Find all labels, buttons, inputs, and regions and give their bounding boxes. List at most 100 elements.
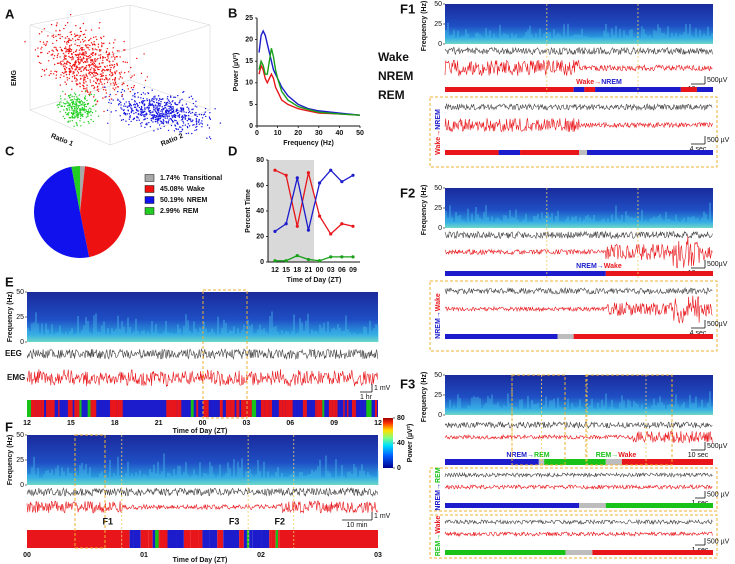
scatter-cloud-dot xyxy=(138,102,141,104)
scatter-cloud-dot xyxy=(113,67,115,69)
scatter-cloud-dot xyxy=(53,63,56,66)
spectrogram-texture xyxy=(323,322,325,342)
scatter-cloud-dot xyxy=(71,107,73,110)
spectrogram-texture xyxy=(297,332,299,342)
trace-label: EMG xyxy=(7,373,25,382)
series-point xyxy=(284,222,288,226)
scatter-cloud-dot xyxy=(187,114,190,117)
scatter-cloud-dot xyxy=(144,115,146,118)
hypnogram-segment xyxy=(49,400,55,417)
scatter-cloud-dot xyxy=(44,74,46,76)
scatter-cloud-dot xyxy=(159,117,162,120)
spectrogram-texture xyxy=(205,328,207,342)
spectrogram-texture xyxy=(181,475,183,485)
scatter-cloud-dot xyxy=(134,95,136,97)
spectrogram-texture xyxy=(447,22,449,44)
spectrogram-texture xyxy=(101,325,103,342)
y-tick-label: 10 xyxy=(245,80,253,87)
zoom-box xyxy=(74,434,106,549)
spectrogram-texture xyxy=(87,320,89,342)
scatter-cloud-dot xyxy=(123,49,125,51)
scatter-cloud-dot xyxy=(56,54,59,57)
hypnogram-segment xyxy=(445,459,539,465)
time-axis-title: Time of Day (ZT) xyxy=(173,557,228,564)
spectrogram-texture xyxy=(557,33,559,44)
scatter-cloud-dot xyxy=(159,115,161,118)
spectrogram-texture xyxy=(201,477,203,485)
hypnogram-segment xyxy=(269,400,272,417)
spectrogram-texture xyxy=(95,313,97,342)
freq-tick-label: 50 xyxy=(16,289,24,296)
hypnogram-segment xyxy=(261,530,270,548)
spectrogram-texture xyxy=(201,328,203,342)
scatter-cloud-dot xyxy=(86,59,88,62)
scatter-cloud-dot xyxy=(79,112,81,114)
scatter-cloud-dot xyxy=(131,98,133,101)
scatter-cloud-dot xyxy=(191,108,193,111)
spectrogram-texture xyxy=(453,405,455,415)
scatter-cloud-dot xyxy=(130,110,133,112)
scatter-cloud-dot xyxy=(175,103,178,106)
scatter-cloud-dot xyxy=(82,56,85,59)
scatter-cloud-dot xyxy=(112,87,114,89)
scatter-cloud-dot xyxy=(89,93,91,95)
scatter-cloud-dot xyxy=(89,79,91,81)
scatter-cloud-dot xyxy=(96,65,98,68)
scatter-cloud-dot xyxy=(107,79,109,81)
spectrogram-texture xyxy=(591,37,593,44)
spectrogram-texture xyxy=(697,217,699,228)
scatter-cloud-dot xyxy=(56,22,58,24)
scatter-cloud-dot xyxy=(78,94,81,96)
spectrogram-texture xyxy=(575,215,577,228)
spectrogram-texture xyxy=(631,407,633,415)
spectrogram-texture xyxy=(255,474,257,485)
transition-label: Wake→NREM xyxy=(435,109,442,155)
spectrogram-texture xyxy=(43,334,45,342)
scatter-cloud-dot xyxy=(57,33,60,36)
scatter-cloud-dot xyxy=(78,61,80,64)
spectrogram-texture xyxy=(505,34,507,44)
legend-swatch xyxy=(144,185,155,193)
spectrogram-texture xyxy=(539,408,541,415)
hypnogram-segment xyxy=(155,530,159,548)
hypnogram-segment xyxy=(170,400,177,417)
scatter-cloud-dot xyxy=(88,66,91,68)
spectrogram-texture xyxy=(47,329,49,342)
panel-letter: C xyxy=(5,143,15,158)
scatter-cloud-dot xyxy=(134,101,136,103)
scatter-cloud-dot xyxy=(64,70,66,72)
scatter-cloud-dot xyxy=(167,129,170,132)
scatter-cloud-dot xyxy=(75,83,78,85)
scatter-cloud-dot xyxy=(122,82,124,84)
scatter-cloud-dot xyxy=(70,112,73,115)
scatter-cloud-dot xyxy=(65,50,67,52)
hypnogram-segment xyxy=(110,400,116,417)
spectrogram-texture xyxy=(693,216,695,228)
scatter-cloud-dot xyxy=(135,111,137,114)
scatter-cloud-dot xyxy=(120,119,123,121)
transition-part: Wake xyxy=(576,79,594,86)
spectrogram-texture xyxy=(221,477,223,485)
scatter-cloud-dot xyxy=(65,108,68,110)
transition-part: Wake xyxy=(604,263,622,270)
hypnogram-segment xyxy=(311,400,316,417)
scatter-cloud-dot xyxy=(104,69,106,72)
scatter-cloud-dot xyxy=(117,90,119,93)
scatter-cloud-dot xyxy=(95,66,97,68)
hypnogram-segment xyxy=(74,400,80,417)
spectrogram-texture xyxy=(669,403,671,415)
hypnogram-segment xyxy=(46,400,48,417)
spectrogram-texture xyxy=(61,467,63,485)
spectrogram-texture xyxy=(81,330,83,342)
spectrogram-texture xyxy=(667,405,669,415)
scatter-cloud-dot xyxy=(195,118,198,120)
scatter-cloud-dot xyxy=(93,86,96,88)
scatter-cloud-dot xyxy=(83,52,85,54)
scatter-cloud-dot xyxy=(48,74,50,76)
zoom-box xyxy=(585,374,673,466)
scatter-cloud-dot xyxy=(121,95,123,97)
hypnogram-segment xyxy=(41,400,45,417)
scatter-cloud-dot xyxy=(153,114,155,116)
scatter-cloud-dot xyxy=(204,111,206,113)
scatter-cloud-dot xyxy=(128,105,131,107)
